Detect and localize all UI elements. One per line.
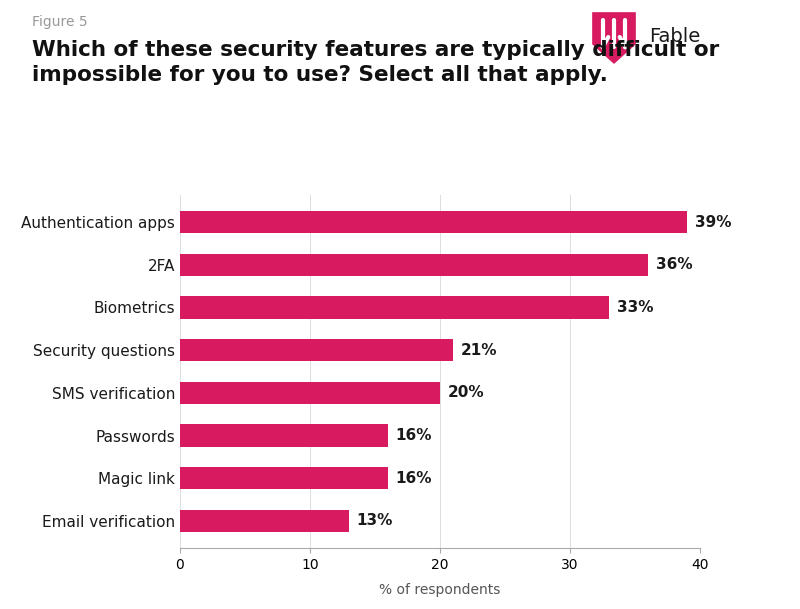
Text: 36%: 36% (656, 257, 693, 272)
Bar (180, 339, 453, 361)
Text: 20%: 20% (448, 385, 485, 400)
Bar (180, 382, 440, 404)
Bar (180, 253, 648, 276)
Bar (180, 467, 388, 490)
Text: impossible for you to use? Select all that apply.: impossible for you to use? Select all th… (32, 65, 608, 85)
Bar (180, 424, 388, 446)
Bar (180, 510, 349, 532)
Bar (180, 211, 687, 233)
X-axis label: % of respondents: % of respondents (379, 583, 501, 597)
Text: Fable: Fable (650, 27, 701, 46)
Text: 33%: 33% (617, 300, 654, 315)
Bar (180, 297, 609, 319)
Text: 13%: 13% (357, 513, 393, 529)
Polygon shape (592, 12, 636, 64)
Text: Figure 5: Figure 5 (32, 15, 88, 29)
Text: 21%: 21% (461, 343, 498, 357)
Text: 39%: 39% (694, 214, 731, 230)
Text: Which of these security features are typically difficult or: Which of these security features are typ… (32, 40, 719, 60)
Text: 16%: 16% (396, 428, 432, 443)
Text: 16%: 16% (396, 471, 432, 486)
